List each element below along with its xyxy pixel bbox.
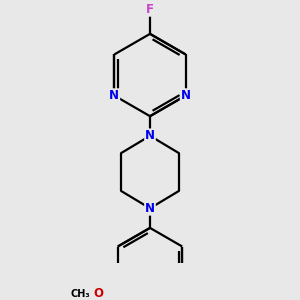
Text: CH₃: CH₃ [71,289,90,298]
Text: N: N [110,89,119,102]
Text: N: N [145,129,155,142]
Text: N: N [181,89,190,102]
Text: F: F [146,3,154,16]
Text: N: N [145,202,155,215]
Text: O: O [93,287,103,300]
